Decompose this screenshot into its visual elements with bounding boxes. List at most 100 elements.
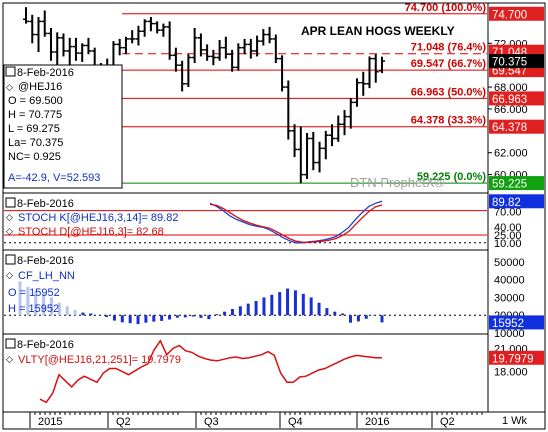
svg-text:74.700: 74.700: [492, 9, 527, 21]
price-bar: [129, 30, 136, 44]
vlty-axis-label: 18.000: [494, 367, 528, 379]
timeframe-label: 1 Wk: [502, 415, 528, 427]
svg-text:19.7979: 19.7979: [492, 353, 534, 365]
stoch-legend: 8-Feb-2016 ◇ STOCH K[@HEJ16,3,14]= 89.82…: [5, 197, 178, 238]
price-legend-netchange: NC= 0.925: [8, 151, 61, 163]
fib-tag: 64.378: [489, 119, 544, 134]
chart-title: APR LEAN HOGS WEEKLY: [301, 24, 455, 38]
price-bar: [23, 7, 29, 24]
price-bar: [222, 36, 229, 59]
price-bar: [216, 40, 223, 61]
fib-label: 64.378 (33.3%): [411, 115, 487, 127]
price-bar: [29, 14, 36, 44]
x-axis-label: 2016: [365, 416, 389, 428]
svg-text:◇: ◇: [6, 354, 13, 364]
stoch-d-label: STOCH D[@HEJ16,3]= 82.68: [18, 226, 164, 238]
fib-label: 66.963 (50.0%): [411, 86, 487, 98]
price-legend-date: 8-Feb-2016: [17, 67, 74, 79]
price-bar: [116, 38, 123, 56]
vlty-panel-frame[interactable]: [2, 333, 489, 413]
fib-label: 59.225 (0.0%): [417, 171, 486, 183]
oi-legend-open: O = 15952: [8, 287, 60, 299]
svg-text:15952: 15952: [492, 318, 524, 330]
fib-label: 71.048 (76.4%): [411, 42, 487, 54]
price-bar: [147, 17, 154, 32]
price-bar: [266, 26, 273, 44]
svg-text:89.82: 89.82: [492, 197, 521, 209]
price-bar: [60, 33, 67, 57]
price-bar: [316, 141, 323, 173]
price-bar: [185, 54, 192, 88]
price-bar: [72, 37, 79, 61]
svg-text:64.378: 64.378: [492, 122, 527, 134]
price-bar: [260, 29, 267, 46]
price-bars: [23, 7, 385, 184]
price-bar: [335, 115, 342, 142]
price-bar: [191, 27, 198, 63]
volatility-line: [39, 339, 383, 404]
fib-tag: 66.963: [489, 91, 544, 106]
open-interest-bars: [4, 281, 487, 325]
price-bar: [247, 38, 254, 59]
oi-legend-symbol: CF_LH_NN: [18, 270, 75, 282]
price-legend-symbol-icon: ◇: [6, 82, 13, 92]
stoch-axis-label: 10.00: [494, 238, 522, 250]
price-legend-open: O = 69.500: [8, 95, 63, 107]
price-axis-label: 68.000: [494, 82, 528, 94]
price-bar: [360, 71, 367, 96]
price-bar: [272, 34, 279, 63]
price-bar: [241, 38, 248, 55]
price-bar: [291, 124, 298, 158]
oi-axis-label: 10000: [494, 328, 525, 340]
price-bar: [197, 33, 204, 57]
stoch-k-label: STOCH K[@HEJ16,3,14]= 89.82: [18, 212, 178, 224]
stoch-k-line: [209, 200, 383, 244]
price-bar: [141, 19, 148, 37]
price-bar: [304, 133, 311, 179]
svg-text:◇: ◇: [6, 226, 13, 236]
price-bar: [41, 10, 48, 37]
price-legend-low: L = 69.275: [8, 123, 60, 135]
x-axis-label: Q2: [440, 416, 455, 428]
price-bar: [347, 98, 354, 129]
price-bar: [372, 54, 379, 83]
price-bar: [85, 37, 92, 55]
stoch-last-tag: 89.82: [489, 194, 544, 209]
price-axis-label: 66.000: [494, 104, 528, 116]
svg-text:◇: ◇: [6, 212, 13, 222]
price-bar: [379, 56, 385, 74]
oi-legend: 8-Feb-2016 ◇ CF_LH_NN O = 15952 H = 1595…: [5, 254, 75, 315]
price-bar: [154, 21, 161, 34]
vlty-polyline: [39, 339, 383, 404]
price-axis-label: 62.000: [494, 148, 528, 160]
price-bar: [122, 36, 129, 55]
price-bar: [160, 23, 167, 37]
vlty-last-tag: 19.7979: [489, 350, 544, 365]
oi-axis-label: 50000: [494, 257, 525, 269]
price-bar: [172, 47, 179, 72]
price-bar: [166, 21, 173, 60]
svg-text:70.375: 70.375: [492, 57, 527, 69]
vlty-label: VLTY[@HEJ16,21,251]= 19.7979: [18, 354, 181, 366]
stoch-axis-label: 25.00: [494, 230, 522, 242]
svg-text:59.225: 59.225: [492, 179, 527, 191]
price-bar: [297, 126, 304, 184]
time-axis: 2015 Q2 Q3 Q4 2016 Q2: [29, 412, 483, 428]
x-axis-label: 2015: [38, 416, 62, 428]
stoch-d-line: [209, 203, 383, 243]
price-legend-extra: A=-42.9, V=52.593: [8, 172, 100, 184]
stochastic-lines: [4, 200, 487, 244]
right-axis-labels: 72.00068.00066.00062.00060.00070.0040.00…: [488, 38, 528, 379]
price-bar: [279, 55, 286, 92]
last-price-tag: 70.375: [489, 54, 544, 69]
svg-text:◇: ◇: [6, 270, 13, 280]
price-bar: [210, 49, 217, 66]
price-bar: [66, 37, 73, 68]
price-bar: [322, 130, 329, 160]
price-bar: [285, 80, 292, 140]
price-bar: [229, 49, 236, 72]
fib-tag: 74.700: [489, 6, 544, 21]
price-bar: [310, 131, 317, 171]
oi-panel-frame[interactable]: [2, 249, 489, 335]
fib-lines: 74.700 (100.0%) 71.048 (76.4%) 69.547 (66.…: [122, 2, 487, 184]
